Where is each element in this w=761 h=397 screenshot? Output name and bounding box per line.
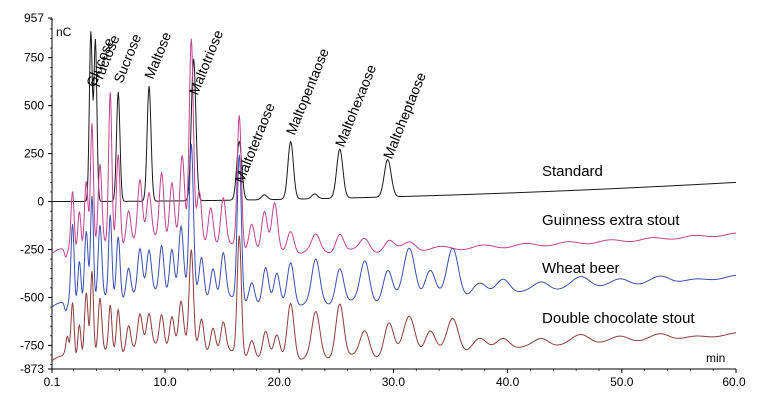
y-tick-label: -750 (20, 338, 44, 352)
y-tick-label: -250 (20, 243, 44, 257)
x-tick-label: 60.0 (722, 375, 746, 389)
y-tick-label: 750 (24, 51, 44, 65)
x-tick-label: 40.0 (496, 375, 520, 389)
x-tick-label: 0.1 (44, 375, 61, 389)
series-line (51, 235, 737, 362)
series-labels: Standard Guinness extra stout Wheat beer Do… (542, 163, 695, 327)
peak-label: Maltose (141, 29, 174, 81)
peak-label: Maltotriose (186, 27, 227, 97)
series-line (52, 31, 737, 203)
x-tick-label: 50.0 (610, 375, 634, 389)
y-tick-label: 0 (37, 195, 44, 209)
series-label: Wheat beer (542, 260, 620, 277)
series-lines (51, 31, 737, 362)
series-label: Double chocolate stout (542, 310, 695, 327)
series-label: Guinness extra stout (542, 212, 680, 229)
peak-label: Maltohexaose (332, 62, 380, 149)
peak-label: Maltopentaose (283, 46, 332, 137)
series-label: Standard (542, 163, 603, 180)
y-unit-label: nC (56, 25, 72, 39)
y-axis-ticks: 957 750 500 250 0 -250 -500 -750 -873 (20, 11, 52, 376)
y-tick-label: 250 (24, 147, 44, 161)
x-tick-label: 30.0 (382, 375, 406, 389)
y-tick-label: 957 (24, 11, 44, 25)
x-tick-label: 20.0 (268, 375, 292, 389)
x-unit-label: min (706, 351, 725, 365)
y-tick-label: -873 (20, 362, 44, 376)
y-tick-label: -500 (20, 290, 44, 304)
y-tick-label: 500 (24, 99, 44, 113)
x-axis-ticks: 0.1 10.0 20.0 30.0 40.0 50.0 60.0 (44, 369, 746, 389)
peak-label: Maltoheptaose (380, 70, 429, 161)
x-tick-label: 10.0 (153, 375, 177, 389)
series-line (51, 143, 737, 312)
series-line (51, 38, 737, 258)
